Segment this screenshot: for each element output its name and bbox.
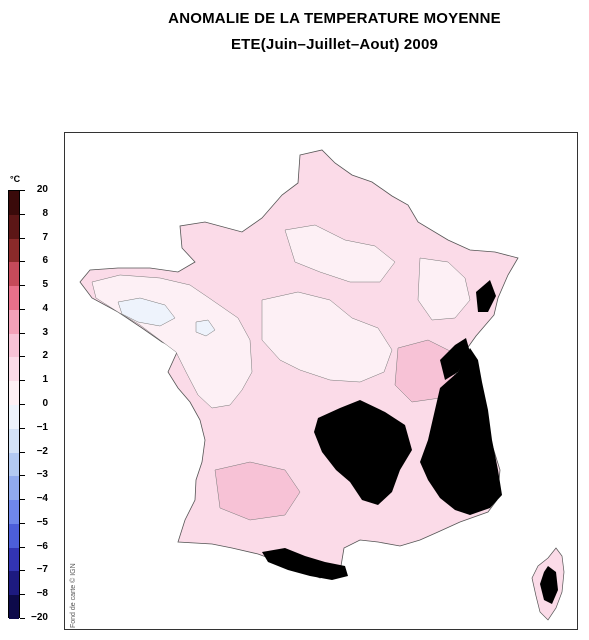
legend-tick xyxy=(20,570,25,572)
legend-tick-label: −4 xyxy=(36,493,48,505)
cool-zone-brittany xyxy=(117,297,176,327)
legend-swatch xyxy=(9,333,19,358)
legend-swatch xyxy=(9,476,19,501)
light-zone-east xyxy=(417,257,471,321)
legend-tick xyxy=(20,618,25,619)
legend-swatch xyxy=(9,595,19,620)
legend-tick-label: −1 xyxy=(36,421,48,433)
legend-tick xyxy=(20,522,25,524)
legend-swatch xyxy=(9,571,19,596)
legend-swatch xyxy=(9,238,19,263)
legend-swatch xyxy=(9,262,19,287)
legend-swatch xyxy=(9,381,19,406)
legend-tick-label: 0 xyxy=(42,398,48,409)
legend-tick xyxy=(20,356,25,358)
legend-tick xyxy=(20,285,25,287)
legend-swatch xyxy=(9,286,19,311)
legend-tick-label: −3 xyxy=(36,469,48,481)
relief-jura xyxy=(440,338,470,380)
legend-tick-label: −8 xyxy=(36,588,48,600)
legend-tick-label: 2 xyxy=(42,350,48,362)
legend-swatch xyxy=(9,523,19,549)
legend-swatch xyxy=(9,214,19,240)
legend-tick xyxy=(20,475,25,477)
legend-swatch xyxy=(9,428,19,454)
legend-tick-label: −20 xyxy=(31,612,48,623)
relief-alps xyxy=(420,348,502,515)
legend-swatch xyxy=(9,452,19,477)
relief-massif-central xyxy=(314,400,412,505)
legend-tick-label: 7 xyxy=(42,231,48,243)
legend-tick-label: 20 xyxy=(36,184,48,195)
legend-tick-label: 3 xyxy=(42,326,48,338)
legend-tick xyxy=(20,332,25,334)
legend-tick-label: 8 xyxy=(42,207,48,219)
map-credit: Fond de carte © IGN xyxy=(70,563,77,628)
legend-swatch xyxy=(9,309,19,335)
legend-tick xyxy=(20,594,25,596)
legend-tick xyxy=(20,190,25,191)
legend-tick-label: −6 xyxy=(36,540,48,552)
legend-tick xyxy=(20,451,25,453)
legend-tick xyxy=(20,427,25,429)
relief-corsica xyxy=(540,566,558,604)
legend-tick xyxy=(20,237,25,239)
legend-swatch xyxy=(9,500,19,525)
legend-tick xyxy=(20,308,25,310)
legend-unit: °C xyxy=(10,174,21,184)
light-zone-center xyxy=(261,291,393,383)
legend-tick-label: 1 xyxy=(42,374,48,386)
light-zone-north xyxy=(284,224,396,283)
warm-zone-south xyxy=(214,461,301,521)
legend-tick-label: −5 xyxy=(36,516,48,528)
map-title: ANOMALIE DE LA TEMPERATURE MOYENNE xyxy=(168,10,501,27)
legend-tick xyxy=(20,261,25,263)
legend-tick xyxy=(20,380,25,382)
legend-tick-label: 5 xyxy=(42,279,48,291)
cool-zone-brittany-2 xyxy=(195,319,216,337)
legend-tick xyxy=(20,404,25,405)
relief-vosges xyxy=(476,280,496,312)
legend-tick-label: 6 xyxy=(42,255,48,267)
legend-swatch xyxy=(9,405,19,430)
legend-swatch xyxy=(9,357,19,382)
legend-tick-label: −2 xyxy=(36,445,48,457)
legend-tick xyxy=(20,213,25,215)
relief-pyrenees xyxy=(262,548,348,580)
legend-tick xyxy=(20,499,25,501)
legend-tick-label: 4 xyxy=(42,302,48,314)
legend-tick xyxy=(20,546,25,548)
legend-swatch xyxy=(9,547,19,572)
legend-swatch xyxy=(9,191,19,216)
map-subtitle: ETE(Juin–Juillet–Aout) 2009 xyxy=(230,36,439,53)
legend-tick-label: −7 xyxy=(36,564,48,576)
color-legend xyxy=(8,190,20,620)
